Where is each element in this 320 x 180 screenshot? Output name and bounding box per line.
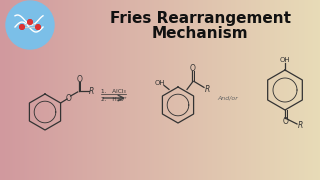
Text: Mechanism: Mechanism — [152, 26, 248, 40]
Text: And/or: And/or — [218, 96, 238, 100]
Circle shape — [28, 20, 32, 24]
Text: O: O — [76, 75, 82, 84]
Text: R: R — [89, 87, 94, 96]
Text: R: R — [297, 122, 303, 130]
Text: Fries Rearrangement: Fries Rearrangement — [109, 10, 291, 26]
Circle shape — [36, 25, 40, 29]
Circle shape — [36, 25, 40, 29]
Circle shape — [20, 25, 24, 29]
Text: O: O — [283, 116, 288, 125]
Text: 1.   AlCl₃: 1. AlCl₃ — [101, 89, 126, 93]
Circle shape — [28, 20, 32, 24]
Text: R: R — [204, 85, 210, 94]
Text: O: O — [66, 93, 72, 102]
Text: O: O — [190, 64, 196, 73]
Text: 2.   H₃O⁺: 2. H₃O⁺ — [101, 96, 127, 102]
Circle shape — [20, 25, 24, 29]
Text: OH: OH — [280, 57, 290, 63]
Text: OH: OH — [155, 80, 165, 86]
Circle shape — [6, 1, 54, 49]
